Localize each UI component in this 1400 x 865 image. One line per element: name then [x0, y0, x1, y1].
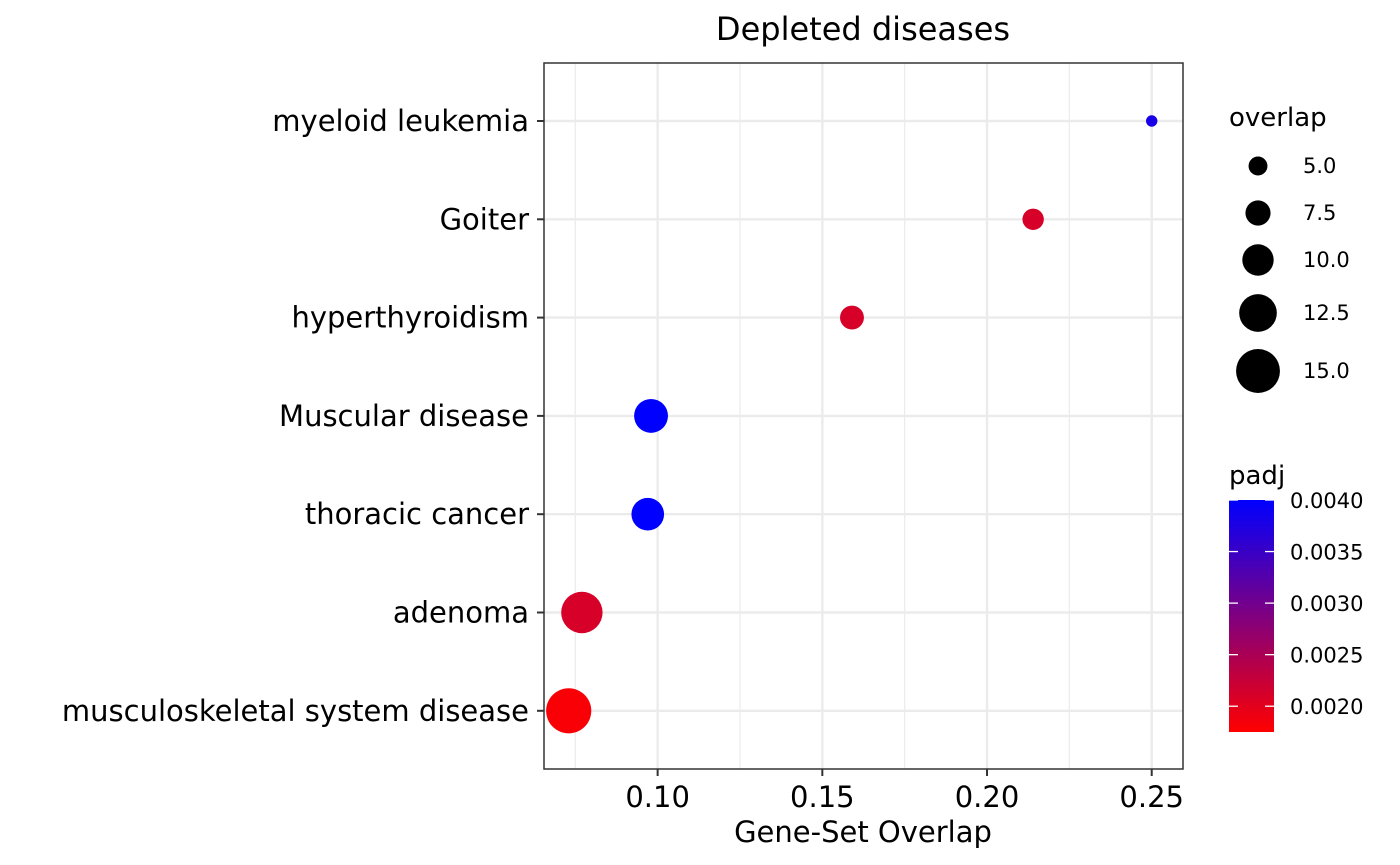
color-bar — [1229, 500, 1274, 732]
color-legend: padj 0.0020 0.0025 0.0030 0.0035 0.0040 — [1229, 461, 1363, 732]
data-point — [1146, 115, 1158, 127]
color-legend-label: 0.0030 — [1290, 592, 1363, 616]
size-legend-key — [1239, 294, 1277, 332]
y-tick-label: myeloid leukemia — [272, 104, 529, 138]
data-point — [634, 398, 668, 433]
data-point — [631, 497, 665, 531]
y-tick-label: Muscular disease — [279, 399, 529, 433]
size-legend-key — [1242, 244, 1274, 276]
size-legend-title: overlap — [1229, 103, 1327, 133]
color-legend-label: 0.0025 — [1290, 644, 1363, 668]
y-tick-label: adenoma — [393, 596, 529, 630]
x-tick-label: 0.10 — [625, 780, 690, 814]
color-legend-label: 0.0020 — [1290, 695, 1363, 719]
size-legend-key — [1236, 349, 1280, 393]
size-legend-label: 5.0 — [1303, 154, 1336, 178]
size-legend-label: 12.5 — [1303, 301, 1350, 325]
data-points — [546, 115, 1158, 734]
size-legend-label: 15.0 — [1303, 359, 1350, 383]
y-tick-label: musculoskeletal system disease — [62, 694, 529, 728]
chart-title: Depleted diseases — [716, 10, 1010, 48]
x-axis-label: Gene-Set Overlap — [734, 815, 992, 849]
y-tick-label: thoracic cancer — [305, 497, 529, 531]
x-tick-label: 0.25 — [1119, 780, 1184, 814]
y-tick-label: Goiter — [440, 202, 529, 236]
data-point — [546, 688, 592, 734]
color-legend-label: 0.0035 — [1290, 541, 1363, 565]
color-legend-label: 0.0040 — [1290, 489, 1363, 513]
data-point — [1022, 208, 1044, 230]
color-legend-title: padj — [1229, 461, 1285, 491]
size-legend-key — [1248, 156, 1268, 176]
size-legend-label: 10.0 — [1303, 248, 1350, 272]
data-point — [561, 591, 603, 634]
size-legend: overlap 5.0 7.5 10.0 12.5 15.0 — [1229, 103, 1350, 393]
x-tick-label: 0.20 — [955, 780, 1020, 814]
x-tick-label: 0.15 — [790, 780, 855, 814]
size-legend-key — [1245, 200, 1271, 226]
size-legend-label: 7.5 — [1303, 201, 1336, 225]
data-point — [840, 305, 864, 330]
x-axis: 0.10 0.15 0.20 0.25 — [625, 769, 1184, 814]
y-tick-label: hyperthyroidism — [291, 301, 529, 335]
y-axis: myeloid leukemia Goiter hyperthyroidism Mus… — [62, 104, 544, 728]
